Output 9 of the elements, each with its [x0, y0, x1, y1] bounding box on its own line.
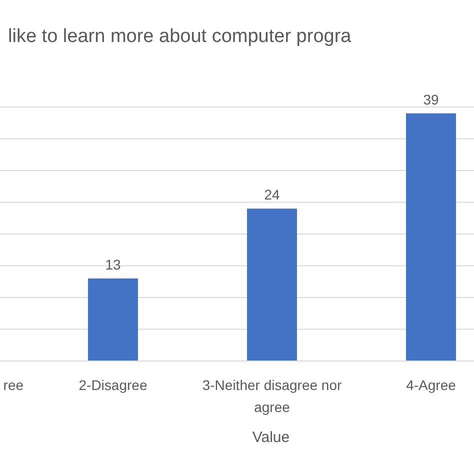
x-tick-label: ree: [3, 377, 24, 393]
x-tick-label: 4-Agree: [406, 377, 456, 393]
data-label: 24: [264, 186, 280, 203]
data-label: 13: [105, 256, 121, 272]
x-axis-title: Value: [252, 429, 290, 446]
data-label: 39: [423, 91, 439, 108]
x-tick-label: 2-Disagree: [78, 377, 148, 393]
x-tick-label: 3-Neither disagree nor agree: [202, 377, 342, 415]
chart-title: like to learn more about computer progra: [8, 26, 352, 47]
